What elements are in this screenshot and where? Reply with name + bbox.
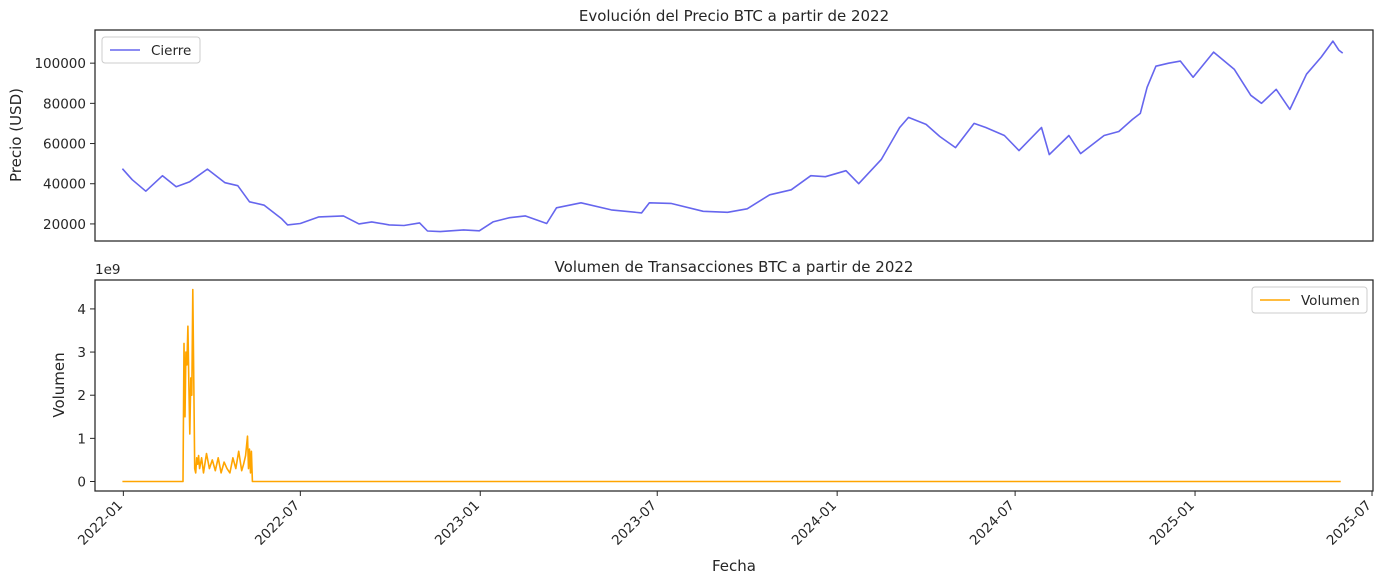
volume-legend: Volumen <box>1251 286 1368 314</box>
x-tick-label: 2022-01 <box>75 498 126 549</box>
x-axis-label: Fecha <box>712 557 756 575</box>
y-tick-label: 2 <box>77 388 86 404</box>
price-y-axis-label: Precio (USD) <box>7 88 25 182</box>
price-legend-box <box>101 36 201 64</box>
volume-y-axis-label: Volumen <box>50 352 68 417</box>
price-panel: Evolución del Precio BTC a partir de 202… <box>7 7 1374 242</box>
x-tick-label: 2025-01 <box>1147 498 1198 549</box>
y-tick-label: 40000 <box>43 177 86 193</box>
price-y-ticks: 20000 40000 60000 80000 100000 <box>34 56 95 233</box>
y-tick-label: 100000 <box>34 56 86 72</box>
y-tick-label: 3 <box>77 345 86 361</box>
x-tick-label: 2023-07 <box>609 498 660 549</box>
y-tick-label: 20000 <box>43 217 86 233</box>
x-tick-label: 2024-01 <box>789 498 840 549</box>
price-legend-label: Cierre <box>151 43 191 59</box>
volume-chart-title: Volumen de Transacciones BTC a partir de… <box>555 258 914 276</box>
x-tick-label: 2025-07 <box>1324 498 1375 549</box>
volume-axes-frame <box>94 279 1374 492</box>
price-legend: Cierre <box>101 36 201 64</box>
volume-legend-label: Volumen <box>1301 293 1360 309</box>
price-chart-title: Evolución del Precio BTC a partir de 202… <box>579 7 889 25</box>
y-tick-label: 60000 <box>43 137 86 153</box>
volume-y-offset-label: 1e9 <box>95 262 120 278</box>
volume-legend-box <box>1251 286 1368 314</box>
y-tick-label: 80000 <box>43 96 86 112</box>
volume-y-ticks: 0 1 2 3 4 <box>77 302 95 491</box>
x-tick-label: 2022-07 <box>252 498 303 549</box>
x-tick-label: 2023-01 <box>432 498 483 549</box>
volume-panel: Volumen de Transacciones BTC a partir de… <box>50 258 1375 575</box>
price-axes-frame <box>94 29 1374 242</box>
volume-series-line <box>122 288 1341 483</box>
x-ticks: 2022-01 2022-07 2023-01 2023-07 2024-01 2024-… <box>75 491 1375 549</box>
price-series-line <box>121 40 1344 233</box>
y-tick-label: 1 <box>77 431 86 447</box>
y-tick-label: 4 <box>77 302 86 318</box>
x-tick-label: 2024-07 <box>967 498 1018 549</box>
y-tick-label: 0 <box>77 475 86 491</box>
